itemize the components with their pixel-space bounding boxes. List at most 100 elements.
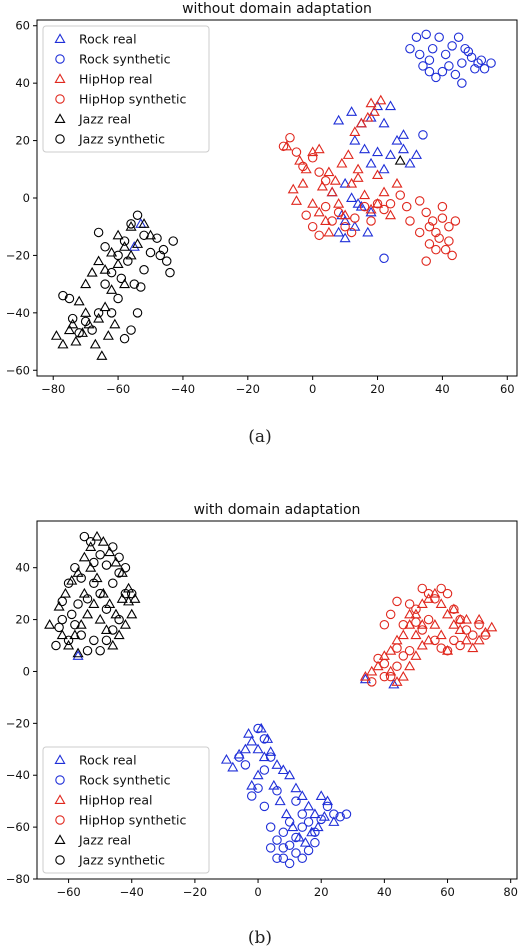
- data-point: [447, 250, 457, 261]
- data-point: [313, 143, 325, 154]
- data-point: [265, 752, 276, 762]
- data-point: [291, 832, 301, 843]
- data-point: [378, 163, 390, 174]
- x-tick-label: −20: [183, 885, 207, 899]
- data-point: [145, 247, 156, 258]
- data-point: [95, 588, 105, 599]
- data-point: [326, 186, 338, 197]
- data-point: [70, 620, 80, 630]
- data-point: [132, 308, 143, 318]
- data-point: [300, 163, 312, 174]
- data-point: [397, 670, 409, 681]
- data-point: [128, 241, 140, 251]
- chart-a: without domain adaptation −80 −60 −40 −20 0 20…: [6, 1, 518, 396]
- data-point: [326, 186, 338, 197]
- data-point: [56, 629, 68, 640]
- data-point: [442, 645, 453, 656]
- data-point: [437, 213, 448, 223]
- data-point: [431, 227, 441, 238]
- data-point: [239, 743, 251, 754]
- data-point: [123, 582, 135, 593]
- data-point: [350, 213, 360, 223]
- data-point: [139, 265, 149, 275]
- legend-marker: [54, 73, 66, 83]
- data-point: [265, 746, 277, 756]
- data-point: [291, 796, 301, 806]
- data-point: [359, 189, 371, 200]
- legend-box: [42, 25, 210, 153]
- data-point: [473, 634, 485, 645]
- data-point: [70, 562, 80, 573]
- series-jazz-synthetic: [51, 531, 137, 656]
- data-point: [424, 239, 435, 249]
- data-point: [112, 258, 124, 269]
- data-point: [296, 790, 308, 800]
- data-point: [307, 221, 318, 232]
- data-point: [80, 278, 92, 289]
- data-point: [126, 219, 136, 229]
- data-point: [349, 134, 361, 145]
- data-point: [101, 635, 112, 646]
- data-point: [66, 574, 78, 585]
- data-point: [318, 811, 330, 821]
- data-point: [106, 284, 118, 294]
- data-point: [139, 230, 149, 241]
- data-point: [379, 671, 390, 682]
- data-point: [93, 227, 104, 238]
- data-point: [435, 629, 447, 640]
- data-point: [336, 157, 348, 168]
- data-point: [120, 562, 131, 573]
- data-point: [126, 608, 138, 619]
- data-point: [474, 620, 484, 630]
- data-point: [440, 244, 451, 255]
- series-jazz-synthetic: [58, 210, 178, 344]
- x-tick-label: 60: [500, 382, 515, 396]
- data-point: [362, 226, 374, 237]
- data-point: [315, 790, 327, 800]
- data-point: [131, 238, 144, 248]
- data-point: [405, 43, 415, 54]
- data-point: [114, 552, 124, 563]
- legend-label: Jazz real: [78, 833, 131, 848]
- data-point: [93, 255, 105, 266]
- data-point: [427, 43, 438, 54]
- data-point: [93, 308, 104, 318]
- data-point: [450, 216, 461, 226]
- data-point: [379, 658, 390, 669]
- data-point: [89, 635, 99, 646]
- data-point: [108, 625, 118, 635]
- data-point: [78, 551, 90, 562]
- x-tick-label: 40: [435, 382, 450, 396]
- data-point: [301, 210, 311, 220]
- data-point: [259, 801, 270, 812]
- data-point: [323, 226, 335, 237]
- legend-marker: [55, 815, 65, 825]
- series-rock-synthetic: [234, 723, 352, 869]
- data-point: [355, 117, 367, 128]
- data-point: [66, 609, 77, 620]
- x-tick-label: 0: [309, 382, 316, 396]
- data-point: [284, 858, 295, 869]
- data-point: [108, 578, 118, 589]
- data-point: [89, 578, 99, 589]
- data-point: [388, 678, 400, 689]
- data-point: [329, 175, 341, 185]
- data-point: [106, 308, 117, 318]
- data-point: [394, 154, 406, 165]
- y-tick-label: −40: [6, 306, 30, 320]
- data-point: [253, 783, 263, 793]
- legend-label: Jazz synthetic: [78, 132, 165, 147]
- x-tick-label: −60: [106, 382, 130, 396]
- data-point: [79, 531, 90, 542]
- data-point: [114, 568, 124, 578]
- data-point: [346, 177, 358, 188]
- data-point: [479, 64, 490, 74]
- data-point: [86, 266, 98, 277]
- data-point: [285, 132, 295, 143]
- data-point: [271, 759, 283, 769]
- data-point: [272, 786, 282, 796]
- data-point: [339, 232, 351, 243]
- data-point: [155, 250, 165, 261]
- chart-b: with domain adaptation −60 −40 −20 0 20 40 60 80…: [6, 502, 518, 899]
- data-point: [384, 100, 397, 111]
